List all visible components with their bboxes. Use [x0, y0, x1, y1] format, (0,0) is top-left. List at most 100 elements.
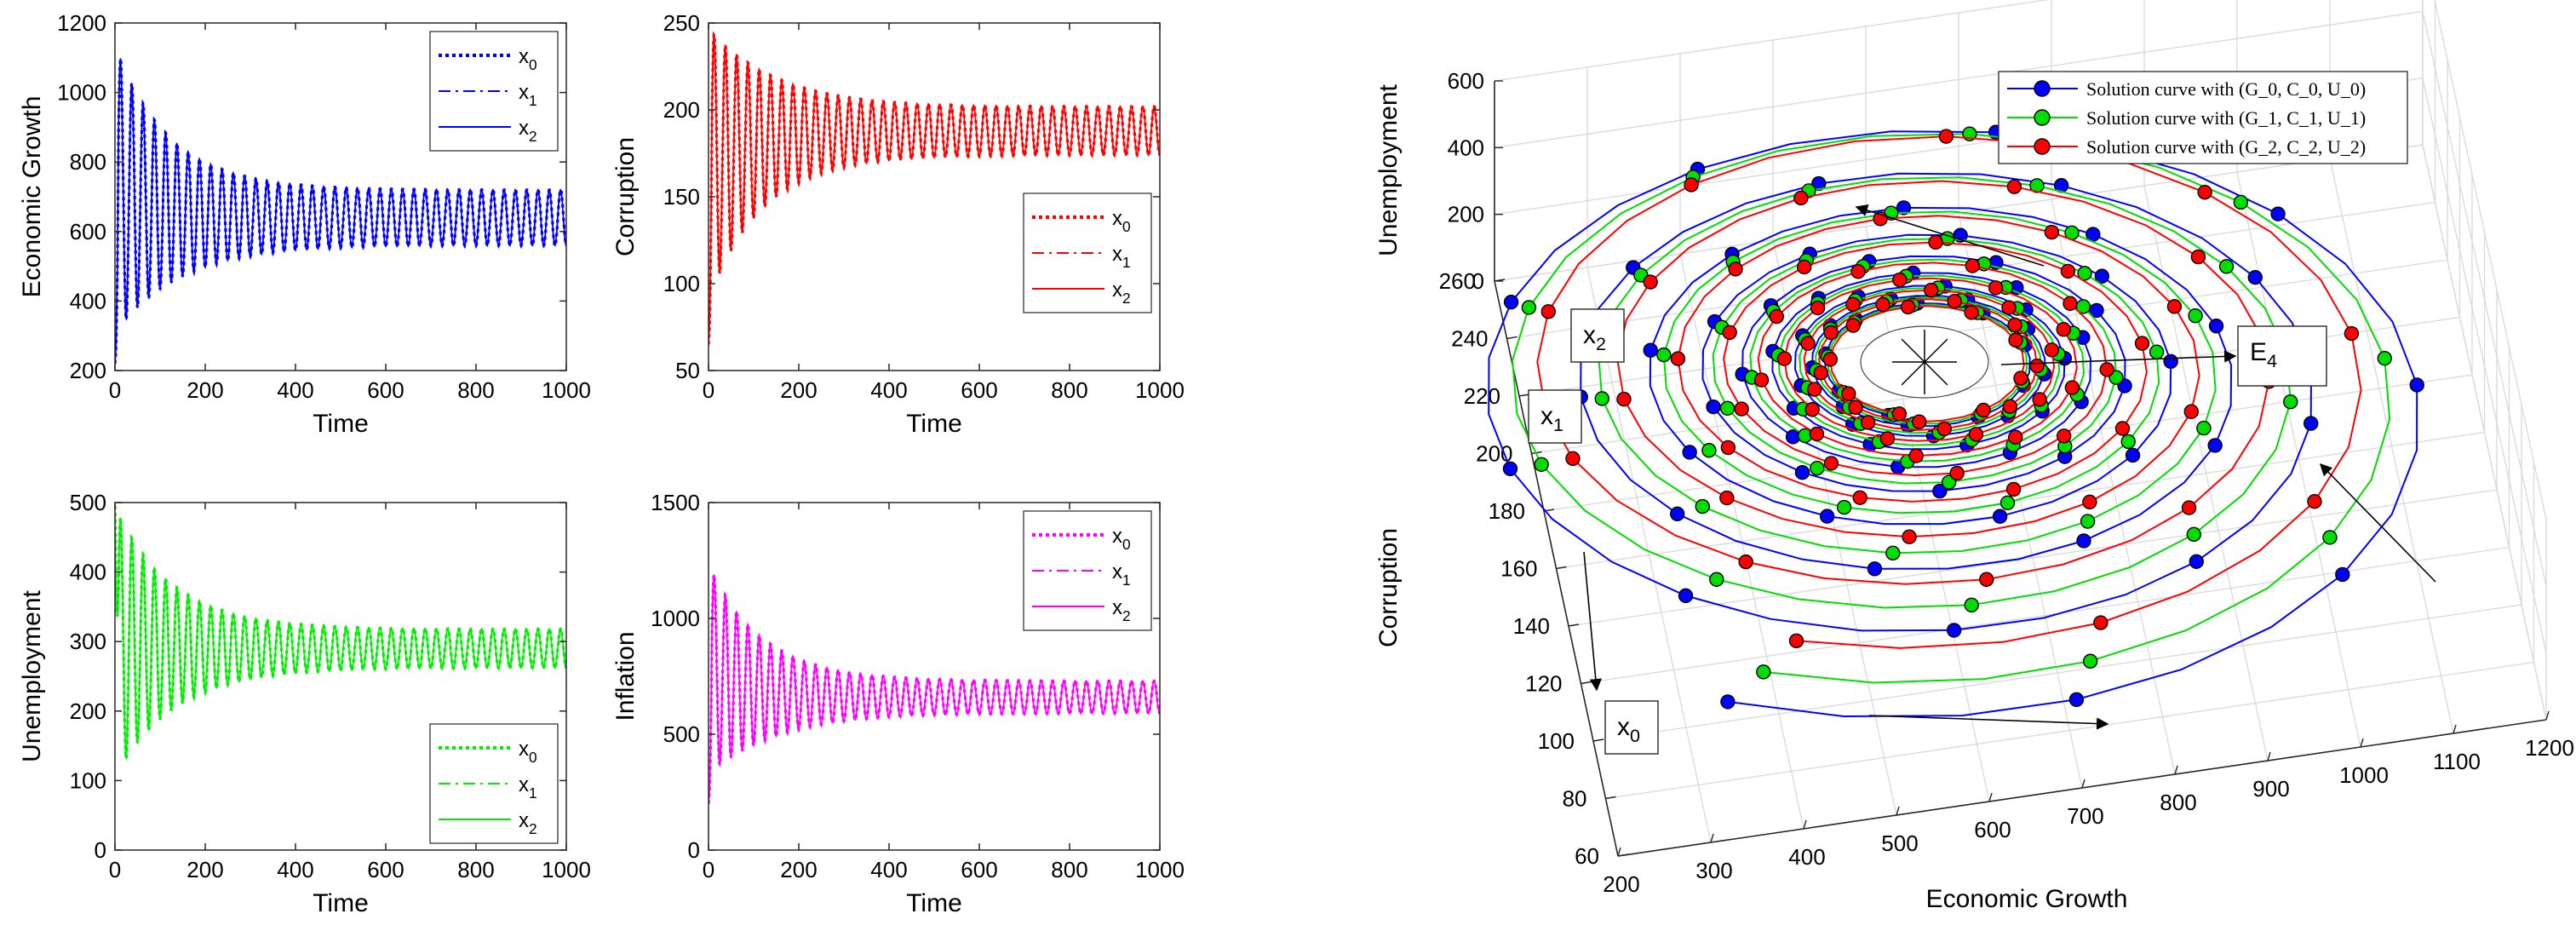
trajectory-marker: [1892, 272, 1908, 288]
annotation-label: x2: [1583, 321, 1606, 354]
x-tick-label: 200: [186, 857, 223, 882]
x-tick-label: 600: [961, 857, 997, 882]
y-tick-label: 500: [70, 490, 106, 515]
trajectory-marker: [2044, 224, 2060, 240]
x-tick-label: 800: [1051, 377, 1087, 403]
y-tick-label: 260: [1439, 268, 1476, 294]
trajectory-marker: [1845, 296, 1861, 313]
y-tick-mark: [1556, 566, 1567, 570]
trajectory-marker: [2064, 380, 2080, 395]
trajectory-marker: [1616, 391, 1632, 407]
y-tick-mark: [1592, 738, 1604, 742]
x-tick-label: 1000: [542, 857, 591, 882]
y-tick-label: 400: [70, 288, 106, 313]
trajectory-marker: [2077, 266, 2092, 281]
trajectory-marker: [2032, 392, 2047, 407]
annotation-label: x0: [1617, 713, 1640, 746]
trajectory-marker: [1908, 448, 1924, 463]
trajectory-marker: [2188, 307, 2203, 324]
trajectory-marker: [1734, 401, 1749, 417]
legend-label: x2: [1112, 596, 1131, 624]
x-tick-label: 0: [109, 377, 121, 403]
y-tick-label: 180: [1489, 498, 1525, 524]
annotation-label: E4: [2250, 338, 2277, 371]
trajectory-marker: [1928, 234, 1943, 250]
panel-top-left: 0 200 400 600 800 100020040060080010001200Tim…: [18, 10, 591, 438]
x-axis-label: Time: [313, 889, 369, 917]
trajectory-marker: [2093, 615, 2108, 630]
y-tick-label: 200: [663, 97, 700, 123]
trajectory-marker: [1794, 465, 1810, 480]
annotation-box: [2237, 325, 2327, 387]
trajectory-marker: [2063, 296, 2078, 311]
trajectory-marker: [1938, 129, 1954, 144]
trajectory-marker: [1788, 633, 1804, 649]
y-tick-label: 140: [1513, 613, 1550, 639]
z-tick-label: 600: [1448, 68, 1484, 94]
direction-arrow: [2000, 350, 2237, 365]
series-line-x2: [115, 58, 566, 363]
y-tick-label: 120: [1525, 671, 1562, 697]
x-tick-mark: [1710, 833, 1714, 843]
y-axis-label: Unemployment: [18, 589, 46, 761]
trajectory-marker: [2149, 344, 2165, 359]
trajectory-marker: [1565, 451, 1581, 467]
trajectory-marker: [1891, 406, 1908, 422]
legend-label: x2: [1112, 279, 1131, 307]
equilibrium-star: [1901, 338, 1948, 386]
x-tick-label: 200: [1603, 871, 1639, 897]
x-tick-mark: [2545, 710, 2550, 721]
x-tick-mark: [2174, 765, 2178, 775]
trajectory-marker: [1924, 282, 1939, 298]
trajectory-marker: [2057, 428, 2072, 444]
x-tick-label: 1000: [1135, 377, 1185, 403]
x-tick-label: 400: [870, 377, 907, 403]
trajectory-marker: [1900, 299, 1916, 315]
y-tick-label: 1000: [57, 80, 106, 106]
trajectory-marker: [1875, 296, 1890, 313]
trajectory-marker: [1992, 509, 2008, 524]
trajectory-marker: [1719, 400, 1736, 417]
x-tick-label: 1000: [1135, 857, 1185, 882]
trajectory-marker: [2013, 371, 2028, 386]
floor-grid-y: [1581, 546, 2510, 685]
y-tick-label: 100: [663, 271, 700, 296]
trajectory-marker: [1964, 305, 1979, 320]
y-tick-label: 80: [1563, 786, 1587, 812]
panel-bottom-middle: 0 200 400 600 800 1000 0 500 1000 1500 Time Inflati…: [611, 490, 1185, 917]
legend-marker: [2034, 138, 2051, 155]
trajectory-marker: [1678, 588, 1694, 604]
y-tick-label: 50: [675, 358, 700, 383]
trajectory-marker: [1753, 372, 1770, 388]
z-axis-label: Unemployment: [1374, 83, 1403, 256]
wall-grid-z: [1494, 0, 2547, 520]
y-tick-label: 200: [70, 358, 106, 383]
trajectory-marker: [2082, 494, 2097, 510]
trajectory-marker: [1979, 572, 1994, 587]
x-tick-label: 200: [780, 857, 817, 882]
trajectory-marker: [1594, 391, 1609, 406]
floor-grid-y: [1605, 661, 2534, 800]
y-tick-mark: [1506, 336, 1517, 340]
trajectory-marker: [1810, 300, 1826, 316]
annotation-E4: E4: [2237, 325, 2327, 387]
annotation-x1: x1: [1528, 389, 1582, 444]
legend-label: x0: [519, 45, 537, 73]
trajectory-marker: [1709, 572, 1724, 587]
legend-label: x2: [519, 117, 537, 145]
trajectory-marker: [2076, 533, 2091, 549]
trajectory-marker: [2094, 268, 2110, 284]
legend-label: x1: [519, 773, 537, 802]
x-tick-label: 0: [109, 857, 121, 882]
y-tick-label: 1500: [651, 490, 700, 515]
x-axis-label: Time: [313, 410, 369, 438]
y-tick-label: 200: [1476, 441, 1512, 467]
y-tick-mark: [1568, 624, 1580, 627]
legend-label: x2: [519, 809, 537, 837]
trajectory-marker: [1823, 456, 1839, 471]
wall-grid-z: [1494, 77, 2547, 653]
z-tick-label: 0: [1472, 268, 1484, 294]
y-tick-mark: [1617, 853, 1629, 857]
trajectory-marker: [1852, 490, 1867, 505]
trajectory-marker: [1776, 351, 1793, 366]
